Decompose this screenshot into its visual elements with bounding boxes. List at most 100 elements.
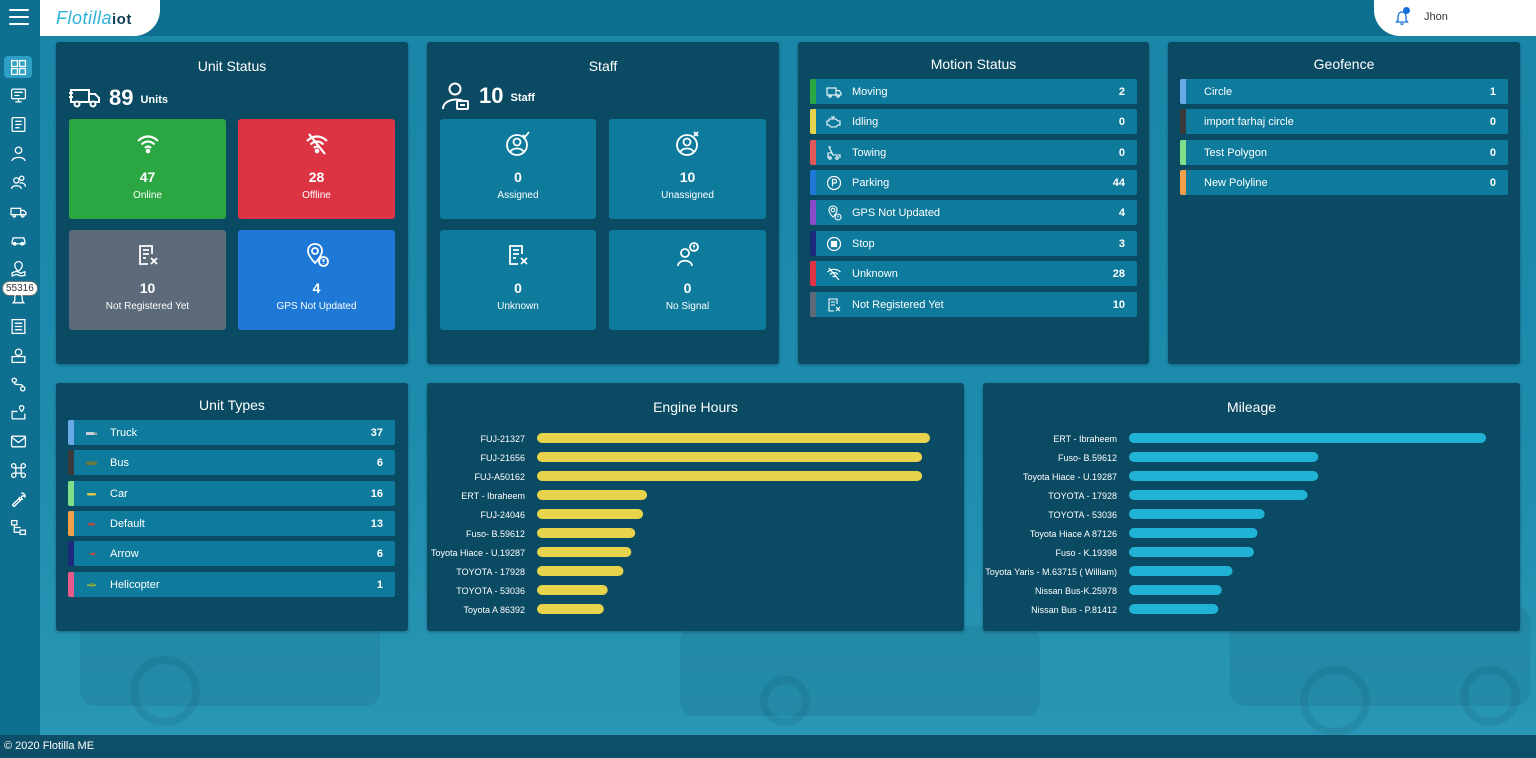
unit-type-row-label: Bus bbox=[110, 456, 129, 469]
tile-assigned[interactable]: 0 Assigned bbox=[440, 119, 596, 219]
tile-offline[interactable]: 28 Offline bbox=[238, 119, 395, 219]
motion-row-gps-not-updated[interactable]: GPS Not Updated 4 bbox=[810, 200, 1137, 225]
bar[interactable] bbox=[537, 433, 930, 443]
sidebar-item-vehicles[interactable] bbox=[4, 228, 32, 250]
unit-type-row-label: Car bbox=[110, 487, 128, 500]
network-icon bbox=[10, 519, 26, 535]
motion-row-color-bar bbox=[810, 261, 816, 286]
bar[interactable] bbox=[537, 547, 632, 557]
sidebar-item-geofence[interactable] bbox=[4, 401, 32, 423]
unit-type-row-bus[interactable]: Bus 6 bbox=[68, 450, 395, 475]
bar[interactable] bbox=[537, 509, 644, 519]
tile-not-registered[interactable]: 10 Not Registered Yet bbox=[69, 230, 226, 330]
user-check-icon bbox=[506, 131, 530, 156]
bar[interactable] bbox=[1129, 566, 1233, 576]
users-icon bbox=[10, 174, 26, 189]
map-pin-alert-icon bbox=[828, 204, 842, 221]
mileage-title: Mileage bbox=[1226, 399, 1277, 415]
unit-type-row-arrow[interactable]: Arrow 6 bbox=[68, 541, 395, 566]
sidebar-item-commands[interactable] bbox=[4, 459, 32, 481]
bar[interactable] bbox=[537, 471, 923, 481]
motion-row-moving[interactable]: Moving 2 bbox=[810, 79, 1137, 104]
sidebar-item-maintenance[interactable] bbox=[4, 488, 32, 510]
geofence-row-import-farhaj-circle[interactable]: import farhaj circle 0 bbox=[1180, 109, 1508, 134]
bar[interactable] bbox=[1129, 452, 1319, 462]
parking-icon bbox=[826, 175, 842, 190]
unit-type-row-label: Default bbox=[110, 517, 145, 530]
geofence-row-color-bar bbox=[1180, 79, 1186, 104]
logo[interactable]: Flotillaiot bbox=[40, 0, 160, 36]
sidebar-item-monitor[interactable] bbox=[4, 84, 32, 106]
motion-row-towing[interactable]: Towing 0 bbox=[810, 140, 1137, 165]
sidebar-item-users[interactable] bbox=[4, 142, 32, 164]
unit-total: 89 Units bbox=[69, 85, 168, 111]
sidebar-item-groups[interactable] bbox=[4, 171, 32, 193]
bar[interactable] bbox=[537, 566, 624, 576]
bar[interactable] bbox=[537, 528, 636, 538]
sidebar-item-units[interactable] bbox=[4, 200, 32, 222]
checklist-icon bbox=[10, 116, 26, 132]
unit-type-row-car[interactable]: Car 16 bbox=[68, 481, 395, 506]
bar[interactable] bbox=[1129, 528, 1258, 538]
unit-status-panel: Unit Status 89 Units 47 Online 28 Offlin… bbox=[56, 42, 408, 364]
tile-no-signal-value: 0 bbox=[683, 280, 692, 296]
bar[interactable] bbox=[1129, 433, 1486, 443]
motion-status-panel: Motion Status Moving 2 Idling 0 Towing 0… bbox=[798, 42, 1149, 364]
motion-row-color-bar bbox=[810, 109, 816, 134]
sidebar-item-mail[interactable] bbox=[4, 430, 32, 452]
tile-staff-unknown[interactable]: 0 Unknown bbox=[440, 230, 596, 330]
motion-row-color-bar bbox=[810, 170, 816, 195]
tile-gps-not-updated[interactable]: 4 GPS Not Updated bbox=[238, 230, 395, 330]
bar-label: ERT - Ibraheem bbox=[1053, 434, 1117, 444]
tile-offline-label: Offline bbox=[302, 190, 331, 201]
bar[interactable] bbox=[1129, 490, 1308, 500]
staff-icon bbox=[10, 347, 26, 363]
unit-type-row-value: 16 bbox=[370, 487, 383, 500]
unit-type-row-value: 6 bbox=[376, 547, 383, 560]
sidebar-item-documents[interactable] bbox=[4, 315, 32, 337]
tile-no-signal[interactable]: 0 No Signal bbox=[609, 230, 766, 330]
sidebar-item-map[interactable] bbox=[4, 257, 32, 279]
tile-assigned-value: 0 bbox=[514, 169, 522, 185]
bar[interactable] bbox=[537, 452, 923, 462]
bar[interactable] bbox=[1129, 547, 1254, 557]
motion-row-label: Unknown bbox=[852, 267, 898, 280]
logo-main-text: Flotilla bbox=[56, 8, 113, 28]
unit-type-row-default[interactable]: Default 13 bbox=[68, 511, 395, 536]
sidebar-item-staff[interactable] bbox=[4, 344, 32, 366]
bar[interactable] bbox=[537, 585, 608, 595]
motion-row-parking[interactable]: Parking 44 bbox=[810, 170, 1137, 195]
unit-type-row-helicopter[interactable]: Helicopter 1 bbox=[68, 572, 395, 597]
unit-type-row-color-bar bbox=[68, 511, 74, 536]
motion-row-label: Moving bbox=[852, 85, 888, 98]
sidebar-item-notifications[interactable] bbox=[4, 286, 32, 308]
motion-row-unknown[interactable]: Unknown 28 bbox=[810, 261, 1137, 286]
geofence-row-circle[interactable]: Circle 1 bbox=[1180, 79, 1508, 104]
bar[interactable] bbox=[1129, 509, 1265, 519]
tile-unassigned[interactable]: 10 Unassigned bbox=[609, 119, 766, 219]
bar[interactable] bbox=[537, 604, 604, 614]
bar-label: Toyota Hiace - U.19287 bbox=[1023, 472, 1117, 482]
bus-icon bbox=[86, 461, 97, 465]
bar[interactable] bbox=[1129, 604, 1219, 614]
sidebar-item-dashboard[interactable] bbox=[4, 56, 32, 78]
bar[interactable] bbox=[1129, 471, 1319, 481]
bar[interactable] bbox=[537, 490, 648, 500]
geofence-row-test-polygon[interactable]: Test Polygon 0 bbox=[1180, 140, 1508, 165]
unit-total-count: 89 bbox=[109, 85, 134, 110]
user-area: Jhon bbox=[1374, 0, 1536, 36]
geofence-row-new-polyline[interactable]: New Polyline 0 bbox=[1180, 170, 1508, 195]
motion-row-color-bar bbox=[810, 231, 816, 256]
staff-total: 10 Staff bbox=[441, 81, 535, 111]
sidebar-item-reports[interactable] bbox=[4, 113, 32, 135]
motion-row-not-registered[interactable]: Not Registered Yet 10 bbox=[810, 292, 1137, 317]
motion-row-stop[interactable]: Stop 3 bbox=[810, 231, 1137, 256]
unit-type-row-truck[interactable]: Truck 37 bbox=[68, 420, 395, 445]
tile-online[interactable]: 47 Online bbox=[69, 119, 226, 219]
sidebar-item-settings[interactable] bbox=[4, 516, 32, 538]
sidebar-item-routes[interactable] bbox=[4, 373, 32, 395]
bar[interactable] bbox=[1129, 585, 1222, 595]
user-name[interactable]: Jhon bbox=[1424, 11, 1448, 23]
menu-icon[interactable] bbox=[9, 9, 29, 25]
motion-row-idling[interactable]: Idling 0 bbox=[810, 109, 1137, 134]
